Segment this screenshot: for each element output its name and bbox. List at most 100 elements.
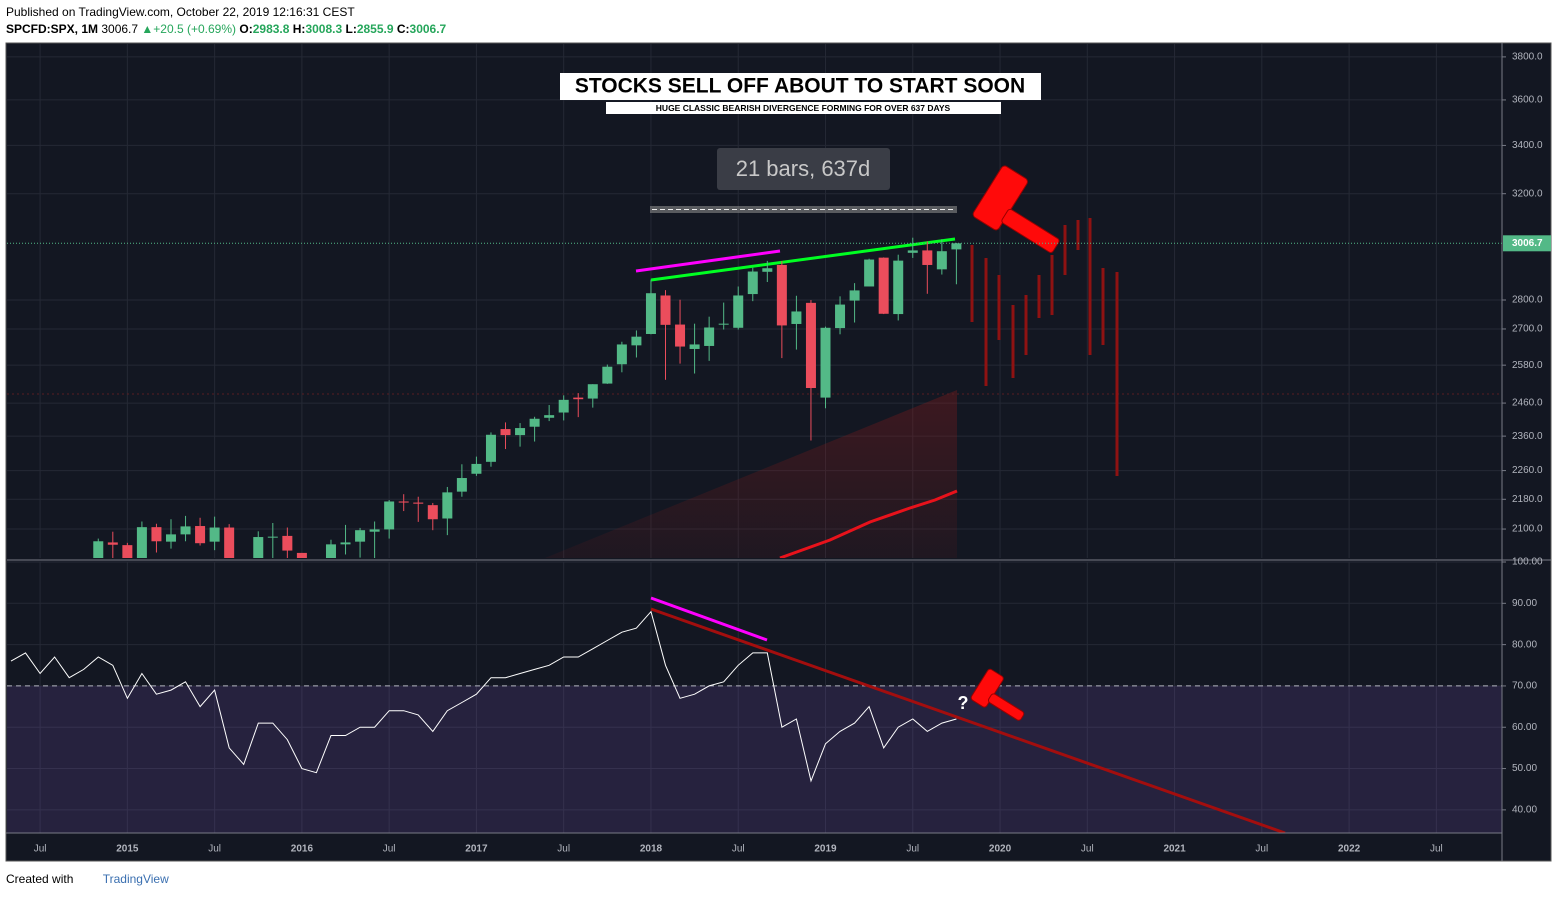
rsi-band [7, 685, 1502, 833]
body [369, 529, 380, 532]
body [267, 536, 278, 538]
body [93, 541, 104, 558]
shade [545, 390, 957, 558]
price-drawings: 21 bars, 637d STOCKS SELL OFF ABOUT TO S… [7, 73, 1502, 558]
title: STOCKS SELL OFF ABOUT TO START SOON [575, 75, 1025, 98]
projection-bars [970, 218, 1119, 476]
body [282, 535, 293, 551]
x-tick-label: 2022 [1338, 844, 1361, 855]
body [544, 415, 555, 418]
c-label: C: [396, 22, 410, 36]
body [936, 251, 947, 270]
y-tick-label: 40.00 [1512, 805, 1537, 816]
rsi-trend [650, 607, 1286, 833]
y-tick-label: 70.00 [1512, 681, 1537, 692]
body [427, 505, 438, 520]
hammer [972, 165, 1060, 253]
body [675, 324, 686, 347]
y-tick-label: 3600.0 [1512, 95, 1543, 106]
body [820, 327, 831, 398]
body [704, 327, 715, 346]
body [602, 366, 613, 384]
y-tick-label: 3400.0 [1512, 140, 1543, 151]
body [471, 463, 482, 474]
last: 3006.7 [101, 22, 139, 36]
x-tick-label: 2019 [814, 844, 837, 855]
measure-bar [650, 206, 957, 213]
y-tick-label: 60.00 [1512, 722, 1537, 733]
body [849, 290, 860, 301]
y-tick-label: 3200.0 [1512, 188, 1543, 199]
measure-label: 21 bars, 637d [736, 156, 871, 181]
rsi-drawings: ? [650, 596, 1286, 833]
title-box [560, 73, 1041, 100]
y-tick-label: 2360.0 [1512, 431, 1543, 442]
h-label: H: [292, 22, 306, 36]
price-trend [650, 237, 956, 282]
x-tick-label: 2016 [291, 844, 314, 855]
brand[interactable]: TradingView [102, 872, 169, 886]
body [355, 530, 366, 542]
body [733, 295, 744, 328]
body [253, 537, 264, 558]
body [209, 527, 220, 542]
x-tick-label: 2018 [640, 844, 663, 855]
body [529, 418, 540, 427]
footer: Created with TradingView [6, 872, 169, 886]
rsi-top-line [650, 596, 768, 642]
body [616, 344, 627, 365]
header: Published on TradingView.com, October 22… [6, 4, 446, 38]
body [951, 243, 962, 250]
x-tick-label: 2017 [465, 844, 488, 855]
body [805, 302, 816, 389]
last-price-label: 3006.7 [1512, 238, 1543, 249]
body [136, 527, 147, 558]
x-tick-label: Jul [1430, 844, 1443, 855]
body [500, 429, 511, 436]
body [689, 344, 700, 349]
body [660, 295, 671, 325]
body [922, 250, 933, 265]
body [296, 552, 307, 558]
body [587, 384, 598, 399]
o-label: O: [239, 22, 253, 36]
rsi-hammer [970, 668, 1025, 721]
y-tick-label: 100.00 [1512, 557, 1543, 568]
x-tick-label: 2015 [116, 844, 139, 855]
symbol-line: SPCFD:SPX, 1M 3006.7 ▲+20.5 (+0.69%) O:2… [6, 21, 446, 38]
x-tick-label: Jul [1255, 844, 1268, 855]
y-tick-label: 2180.0 [1512, 494, 1543, 505]
y-tick-label: 50.00 [1512, 763, 1537, 774]
body [195, 526, 206, 544]
body [340, 542, 351, 545]
change: +20.5 (+0.69%) [153, 22, 237, 36]
x-tick-label: 2020 [989, 844, 1012, 855]
measure-box [717, 148, 890, 190]
y-tick-label: 80.00 [1512, 639, 1537, 650]
moving-average [779, 489, 958, 558]
x-tick-label: Jul [1081, 844, 1094, 855]
published: Published on TradingView.com, October 22… [6, 5, 355, 19]
last-price-box [1503, 235, 1551, 252]
body [762, 268, 773, 272]
body [485, 434, 496, 462]
l-val: 2855.9 [356, 22, 394, 36]
body [835, 304, 846, 329]
subtitle-box [606, 102, 1001, 114]
body [631, 336, 642, 346]
y-tick-label: 3800.0 [1512, 52, 1543, 63]
body [573, 397, 584, 400]
body [558, 399, 569, 413]
x-tick-label: Jul [732, 844, 745, 855]
y-tick-label: 2580.0 [1512, 360, 1543, 371]
created: Created with [6, 872, 74, 886]
x-tick-label: Jul [383, 844, 396, 855]
body [180, 526, 191, 535]
body [864, 259, 875, 287]
candles [93, 237, 962, 558]
symbol: SPCFD:SPX, 1M [6, 22, 99, 36]
body [791, 311, 802, 324]
x-tick-label: Jul [34, 844, 47, 855]
body [515, 428, 526, 436]
body [325, 544, 336, 558]
